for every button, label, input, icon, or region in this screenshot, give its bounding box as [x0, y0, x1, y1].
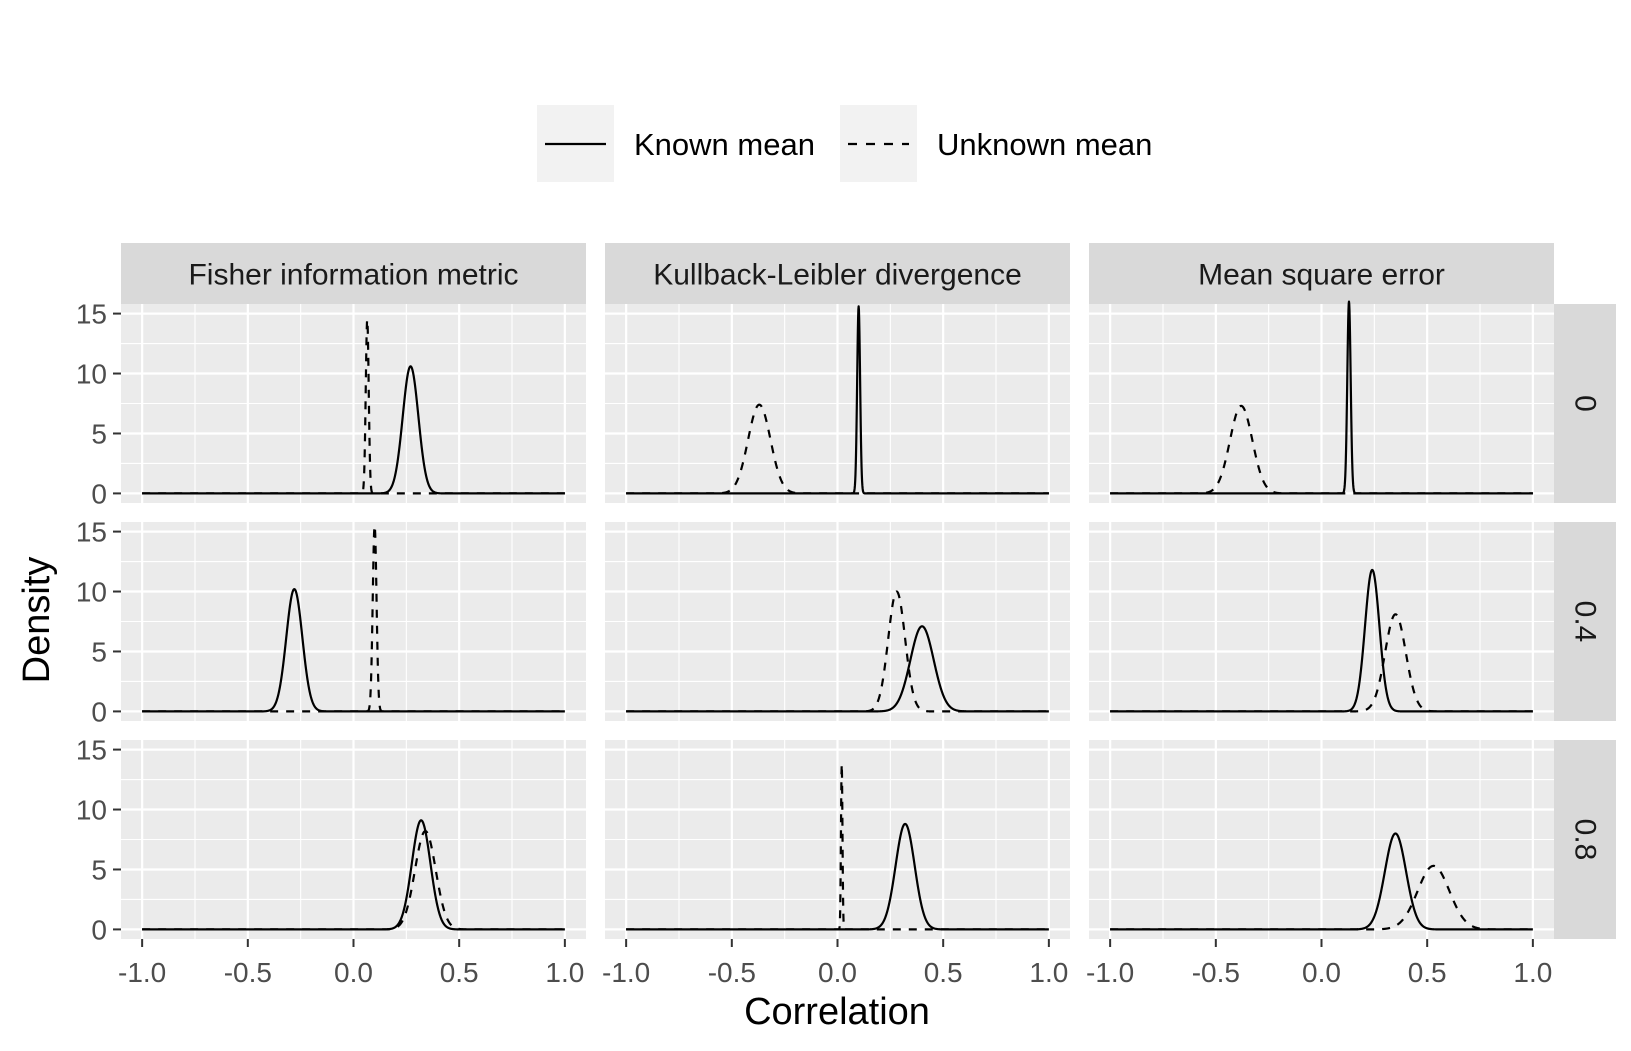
series-line-known-mean	[141, 819, 566, 931]
x-tick-label: 0.0	[818, 957, 857, 988]
y-tick-label: 15	[76, 517, 107, 548]
series-line-known-mean	[1109, 832, 1534, 931]
facet-strip-row-1	[1554, 522, 1616, 721]
y-tick-label: 0	[91, 914, 107, 945]
panel-r1-c2	[1089, 522, 1554, 721]
x-axis-label: Correlation	[744, 991, 930, 1033]
panel-r1-c1	[605, 522, 1070, 721]
x-tick-label: 1.0	[545, 957, 584, 988]
x-tick-label: 1.0	[1029, 957, 1068, 988]
x-tick-label: -0.5	[1192, 957, 1240, 988]
facet-strip-col-0	[121, 243, 586, 304]
series-line-known-mean	[625, 305, 1050, 495]
x-tick-label: -1.0	[1086, 957, 1134, 988]
facet-panels: Fisher information metric Kullback-Leible…	[76, 243, 1616, 988]
y-tick-label: 0	[91, 478, 107, 509]
y-tick-label: 0	[91, 696, 107, 727]
x-tick-label: -0.5	[224, 957, 272, 988]
facet-strip-label-col-1: Kullback-Leibler divergence	[653, 259, 1022, 292]
y-tick-label: 10	[76, 359, 107, 390]
facet-strip-label-col-2: Mean square error	[1198, 259, 1445, 292]
y-tick-label: 5	[91, 854, 107, 885]
series-line-known-mean	[625, 822, 1050, 931]
facet-strip-label-col-0: Fisher information metric	[188, 259, 518, 292]
facet-strip-col-2	[1089, 243, 1554, 304]
legend-label-unknown-mean: Unknown mean	[937, 127, 1152, 162]
panel-r1-c0: 0 5 10 15	[76, 517, 586, 727]
y-tick-label: 10	[76, 577, 107, 608]
series-line-known-mean	[141, 365, 566, 495]
panel-r2-c1: -1.0 -0.5 0.0 0.5 1.0	[602, 740, 1070, 988]
facet-strip-row-2	[1554, 740, 1616, 939]
series-line-known-mean	[1109, 300, 1534, 495]
x-tick-label: 0.0	[1302, 957, 1341, 988]
series-line-known-mean	[1109, 568, 1534, 713]
facet-strip-row-0	[1554, 304, 1616, 503]
panel-r0-c2	[1089, 300, 1554, 503]
x-tick-label: 0.0	[334, 957, 373, 988]
x-tick-label: 0.5	[440, 957, 479, 988]
y-tick-label: 15	[76, 735, 107, 766]
facet-strip-label-row-0: 0	[1569, 395, 1602, 412]
x-tick-label: -0.5	[708, 957, 756, 988]
panel-r0-c0: 0 5 10 15	[76, 299, 586, 509]
series-line-known-mean	[625, 625, 1050, 713]
x-tick-label: -1.0	[118, 957, 166, 988]
facet-strip-label-row-1: 0.4	[1569, 601, 1602, 643]
legend: Known mean Unknown mean	[537, 105, 1152, 182]
panel-r2-c2: -1.0 -0.5 0.0 0.5 1.0	[1086, 740, 1554, 988]
x-tick-label: 1.0	[1513, 957, 1552, 988]
x-tick-label: 0.5	[924, 957, 963, 988]
series-line-known-mean	[141, 588, 566, 713]
y-tick-label: 15	[76, 299, 107, 330]
y-axis-label: Density	[16, 557, 58, 684]
x-tick-label: 0.5	[1408, 957, 1447, 988]
facet-strip-label-row-2: 0.8	[1569, 819, 1602, 861]
y-tick-label: 5	[91, 418, 107, 449]
panel-r0-c1	[605, 304, 1070, 503]
panel-r2-c0: 0 5 10 15 -1.0 -0.5 0.0 0.5 1.0	[76, 735, 586, 988]
legend-label-known-mean: Known mean	[634, 127, 815, 162]
y-tick-label: 10	[76, 795, 107, 826]
x-tick-label: -1.0	[602, 957, 650, 988]
facet-strip-col-1	[605, 243, 1070, 304]
y-tick-label: 5	[91, 636, 107, 667]
